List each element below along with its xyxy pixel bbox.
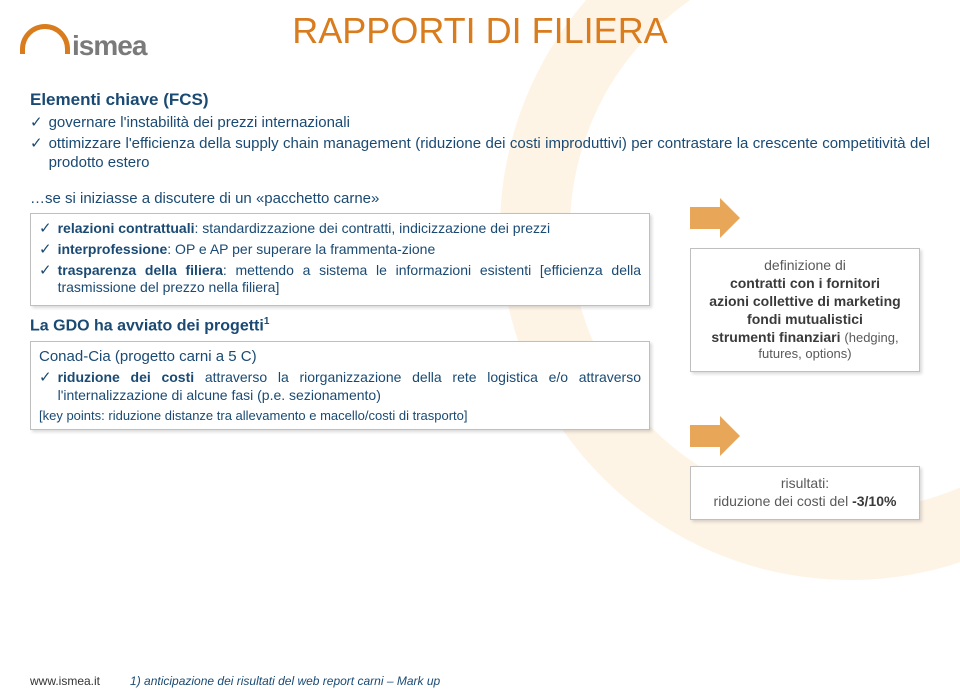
check-icon: ✓: [39, 241, 52, 260]
result-line: fondi mutualistici: [699, 311, 911, 327]
result-line: riduzione dei costi del -3/10%: [699, 493, 911, 509]
fcs-item-text: ottimizzare l'efficienza della supply ch…: [49, 135, 930, 173]
result-line: contratti con i fornitori: [699, 275, 911, 291]
footer: www.ismea.it 1) anticipazione dei risult…: [30, 674, 930, 688]
box-pacchetto: ✓ relazioni contrattuali: standardizzazi…: [30, 213, 650, 306]
list-item-text: interprofessione: OP e AP per superare l…: [58, 241, 436, 259]
main-columns: …se si iniziasse a discutere di un «pacc…: [30, 190, 930, 520]
list-item: ✓ trasparenza della filiera: mettendo a …: [39, 262, 641, 297]
result-line: risultati:: [699, 475, 911, 491]
list-item: ✓ riduzione dei costi attraverso la rior…: [39, 369, 641, 404]
arrow-body: [690, 425, 720, 447]
list-item: ✓ interprofessione: OP e AP per superare…: [39, 241, 641, 260]
content-area: Elementi chiave (FCS) ✓ governare l'inst…: [30, 90, 930, 520]
list-item-text: trasparenza della filiera: mettendo a si…: [58, 262, 641, 297]
arrow-body: [690, 207, 720, 229]
gdo-heading: La GDO ha avviato dei progetti1: [30, 316, 650, 335]
footer-url: www.ismea.it: [30, 674, 100, 688]
result-line: azioni collettive di marketing: [699, 293, 911, 309]
right-column: definizione di contratti con i fornitori…: [690, 190, 920, 520]
result-line: strumenti finanziari (hedging, futures, …: [699, 329, 911, 361]
arrow-icon: [690, 198, 920, 238]
check-icon: ✓: [39, 369, 52, 388]
box2-sub: Conad-Cia (progetto carni a 5 C): [39, 348, 641, 365]
result-box-2: risultati: riduzione dei costi del -3/10…: [690, 466, 920, 520]
arrow-head: [720, 416, 740, 456]
check-icon: ✓: [39, 262, 52, 281]
result-line: definizione di: [699, 257, 911, 273]
fcs-item: ✓ ottimizzare l'efficienza della supply …: [30, 135, 930, 173]
check-icon: ✓: [30, 114, 43, 133]
fcs-heading: Elementi chiave (FCS): [30, 90, 930, 110]
keypoints-text: [key points: riduzione distanze tra alle…: [39, 408, 641, 423]
check-icon: ✓: [39, 220, 52, 239]
fcs-item-text: governare l'instabilità dei prezzi inter…: [49, 114, 350, 133]
list-item: ✓ relazioni contrattuali: standardizzazi…: [39, 220, 641, 239]
fcs-item: ✓ governare l'instabilità dei prezzi int…: [30, 114, 930, 133]
list-item-text: riduzione dei costi attraverso la riorga…: [58, 369, 641, 404]
result-box-1: definizione di contratti con i fornitori…: [690, 248, 920, 372]
list-item-text: relazioni contrattuali: standardizzazion…: [58, 220, 551, 238]
arrow-head: [720, 198, 740, 238]
box-conad: Conad-Cia (progetto carni a 5 C) ✓ riduz…: [30, 341, 650, 430]
footer-note: 1) anticipazione dei risultati del web r…: [130, 674, 440, 688]
left-column: …se si iniziasse a discutere di un «pacc…: [30, 190, 650, 438]
page-title: RAPPORTI DI FILIERA: [0, 10, 960, 52]
arrow-icon: [690, 416, 920, 456]
box1-intro: …se si iniziasse a discutere di un «pacc…: [30, 190, 650, 207]
check-icon: ✓: [30, 135, 43, 154]
